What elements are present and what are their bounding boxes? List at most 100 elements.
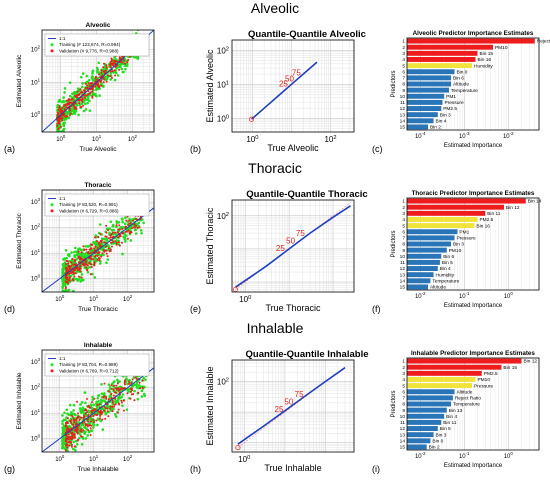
training-point xyxy=(63,87,67,90)
validation-point xyxy=(80,105,83,108)
training-point xyxy=(73,90,77,94)
legend-dot-swatch xyxy=(50,363,54,367)
training-point xyxy=(86,434,89,437)
rank-tick-label: 8 xyxy=(402,402,405,408)
importance-bar xyxy=(407,444,427,450)
training-point xyxy=(92,426,95,429)
training-point xyxy=(137,386,140,390)
validation-point xyxy=(94,254,97,257)
x-tick-label: 100 xyxy=(55,294,65,303)
scatter-points xyxy=(42,30,154,132)
validation-point xyxy=(100,69,103,72)
validation-point xyxy=(99,232,102,235)
training-point xyxy=(111,224,115,228)
training-point xyxy=(107,383,111,387)
training-point xyxy=(62,443,66,446)
validation-point xyxy=(108,237,111,240)
training-point xyxy=(61,414,64,417)
validation-point xyxy=(81,97,84,100)
rank-tick-label: 11 xyxy=(400,260,405,266)
validation-point xyxy=(79,270,82,273)
training-point xyxy=(142,392,146,396)
validation-point xyxy=(79,91,82,94)
validation-point xyxy=(86,264,89,267)
x-axis-label: True Alveolic xyxy=(267,143,319,153)
importance-bar xyxy=(407,235,455,241)
y-tick-label: 102 xyxy=(31,383,41,392)
bar-label: Bin 6 xyxy=(453,76,464,82)
rank-tick-label: 1 xyxy=(402,359,405,365)
percentile-label: 50 xyxy=(286,236,295,245)
validation-point xyxy=(73,106,76,109)
validation-point xyxy=(97,73,100,76)
qq-grid xyxy=(231,359,355,453)
validation-point xyxy=(107,229,110,232)
training-point xyxy=(67,116,71,120)
training-point xyxy=(79,248,83,252)
validation-point xyxy=(93,397,96,400)
scatter-panel: Thoracic True Thoracic Estimated Thoracic 1… xyxy=(4,182,155,314)
validation-point xyxy=(113,384,116,387)
validation-point xyxy=(82,264,85,267)
validation-point xyxy=(109,241,112,244)
validation-point xyxy=(85,94,88,97)
validation-point xyxy=(111,405,114,408)
validation-point xyxy=(126,61,129,64)
validation-point xyxy=(97,252,100,255)
x-tick-label: 100 xyxy=(239,295,251,304)
bars-title: Inhalable Predictor Importance Estimates xyxy=(411,350,535,357)
validation-point xyxy=(67,454,69,456)
validation-point xyxy=(105,69,108,72)
validation-point xyxy=(90,258,93,261)
validation-point xyxy=(87,405,90,408)
training-point xyxy=(80,102,84,106)
validation-point xyxy=(95,419,98,422)
legend-entry: Training (# 83,704, R=0.989) xyxy=(59,362,118,367)
validation-point xyxy=(79,264,82,267)
y-tick-label: 103 xyxy=(31,197,41,206)
bars-title: Alveolic Predictor Importance Estimates xyxy=(413,30,534,37)
bar-label: Altitude xyxy=(456,389,472,395)
validation-point xyxy=(77,250,80,253)
x-tick-label: 10-2 xyxy=(415,291,426,300)
validation-point xyxy=(71,270,74,273)
validation-point xyxy=(65,262,68,265)
rank-tick-label: 2 xyxy=(402,205,405,211)
validation-point xyxy=(84,422,87,425)
validation-point xyxy=(113,405,116,408)
validation-point xyxy=(115,224,118,227)
validation-point xyxy=(109,405,112,408)
panel-letter: (e) xyxy=(190,304,201,314)
bar-label: Bin 5 xyxy=(440,426,451,432)
validation-point xyxy=(58,120,61,123)
training-point xyxy=(84,437,88,440)
validation-point xyxy=(72,279,75,282)
validation-point xyxy=(113,69,116,72)
importance-bar xyxy=(407,223,475,229)
scatter-title: Inhalable xyxy=(84,342,113,349)
validation-point xyxy=(111,387,114,390)
scatter-points xyxy=(42,194,154,292)
y-tick-label: 102 xyxy=(217,377,229,386)
importance-bar xyxy=(407,204,504,210)
validation-point xyxy=(110,384,113,387)
rank-tick-label: 15 xyxy=(400,445,406,451)
bar-label: Temperature xyxy=(451,88,478,94)
rank-tick-label: 7 xyxy=(402,236,405,242)
validation-point xyxy=(95,240,98,243)
y-tick-label: 103 xyxy=(31,357,41,366)
training-point xyxy=(56,130,59,132)
importance-bar xyxy=(407,57,476,62)
validation-point xyxy=(65,259,68,262)
validation-point xyxy=(99,411,102,414)
percentile-label: 75 xyxy=(292,68,301,77)
rank-tick-label: 2 xyxy=(402,45,405,51)
validation-point xyxy=(56,111,59,114)
panel-letter: (i) xyxy=(372,464,380,474)
validation-point xyxy=(74,102,77,105)
validation-point xyxy=(76,439,79,442)
validation-point xyxy=(135,377,138,380)
plot-frame xyxy=(231,199,355,293)
